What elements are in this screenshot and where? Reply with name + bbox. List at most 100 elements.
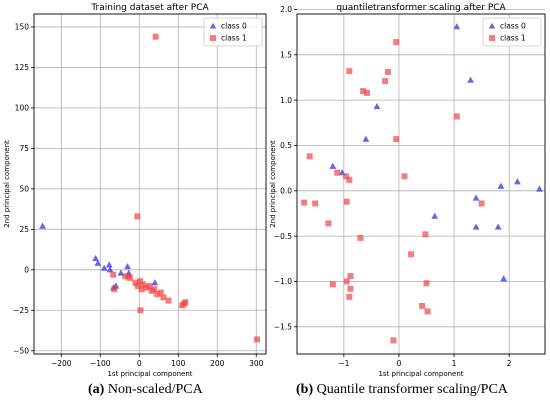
y-tick-label: −1.0 xyxy=(274,277,292,286)
y-axis-label: 2nd principal component xyxy=(269,140,277,228)
data-point-class1 xyxy=(151,286,158,293)
y-axis-label: 2nd principal component xyxy=(3,140,11,228)
data-point-class1 xyxy=(347,285,354,292)
data-point-class1 xyxy=(134,213,141,220)
data-point-class0 xyxy=(92,254,100,262)
chart-a: −200 −100 0 100 200 300 −50 −25 0 25 50 75 100 125 150… xyxy=(3,3,267,378)
legend-marker-class1 xyxy=(210,35,216,41)
y-tick-label: 0.0 xyxy=(280,187,292,196)
legend-label: class 0 xyxy=(221,22,247,31)
data-point-class1 xyxy=(393,136,400,143)
y-tick-label: 0.5 xyxy=(280,141,292,150)
data-point-class1 xyxy=(306,153,313,160)
data-point-class1 xyxy=(134,283,141,289)
data-point-class0 xyxy=(494,223,502,230)
data-point-class0 xyxy=(453,23,461,30)
x-tick-label: 0 xyxy=(137,359,142,368)
data-point-class1 xyxy=(422,231,429,238)
y-tick-label: −0.5 xyxy=(274,232,292,241)
data-point-class0 xyxy=(100,264,108,271)
data-point-class1 xyxy=(424,308,431,315)
data-point-class0 xyxy=(472,194,480,201)
data-point-class1 xyxy=(382,78,389,85)
data-point-class1 xyxy=(110,271,117,278)
y-tick-label: 100 xyxy=(15,104,30,113)
plot-frame xyxy=(33,13,267,355)
data-point-class0 xyxy=(124,262,131,270)
x-tick-label: 300 xyxy=(249,359,264,368)
data-point-class0 xyxy=(373,102,381,110)
legend-label: class 1 xyxy=(500,34,526,43)
data-point-class1 xyxy=(453,113,460,120)
data-point-class1 xyxy=(154,291,161,298)
data-point-class0 xyxy=(39,222,46,229)
data-point-class1 xyxy=(360,88,367,95)
data-point-class0 xyxy=(106,266,114,273)
y-tick-label: 150 xyxy=(15,23,30,32)
x-tick-label: 100 xyxy=(171,359,186,368)
x-tick-label: 200 xyxy=(210,359,225,368)
data-point-class0 xyxy=(514,178,521,185)
legend-marker-class0 xyxy=(209,22,217,29)
data-point-class1 xyxy=(346,68,353,75)
caption-a-text: Non-scaled/PCA xyxy=(107,382,203,397)
data-point-class1 xyxy=(126,274,133,281)
y-tick-label: 125 xyxy=(15,63,30,72)
data-point-class1 xyxy=(254,336,261,343)
data-point-class1 xyxy=(384,69,391,76)
legend-label: class 0 xyxy=(500,22,526,31)
chart-title: Training dataset after PCA xyxy=(90,3,209,13)
data-point-class0 xyxy=(362,135,370,142)
data-point-class1 xyxy=(423,280,430,287)
legend-box xyxy=(203,17,263,47)
data-point-class1 xyxy=(157,289,164,296)
data-point-class1 xyxy=(347,273,354,280)
y-tick-label: 1.5 xyxy=(280,51,292,60)
legend-box xyxy=(482,17,542,47)
data-point-class1 xyxy=(137,307,144,314)
chart-title: quantiletransformer scaling after PCA xyxy=(336,3,506,13)
y-tick-label: 25 xyxy=(19,225,29,234)
x-tick-label: −1 xyxy=(338,359,349,368)
data-point-class1 xyxy=(346,293,353,300)
data-point-class1 xyxy=(152,33,159,40)
data-point-class1 xyxy=(346,176,353,183)
data-point-class1 xyxy=(132,279,139,286)
data-point-class1 xyxy=(343,173,350,180)
y-tick-label: −50 xyxy=(13,346,29,355)
caption-a-tag: (a) xyxy=(88,382,105,397)
data-point-class1 xyxy=(408,251,415,258)
chart-b: −1 0 1 2 −1.5 −1.0 −0.5 0.0 0.5 1.0 1.5 2.0 quantile… xyxy=(269,3,546,378)
data-point-class0 xyxy=(431,212,439,219)
data-point-class1 xyxy=(390,337,397,344)
data-point-class0 xyxy=(536,185,543,192)
y-tick-label: −1.5 xyxy=(274,323,292,332)
data-point-class1 xyxy=(146,283,153,289)
data-point-class1 xyxy=(419,302,426,309)
data-point-class0 xyxy=(467,76,474,83)
data-point-class1 xyxy=(343,278,350,285)
data-point-class1 xyxy=(122,273,129,280)
legend-marker-class1 xyxy=(489,35,495,41)
data-point-class1 xyxy=(393,39,400,46)
legend-label: class 1 xyxy=(221,34,247,43)
data-point-class0 xyxy=(94,259,102,266)
caption-a: (a) Non-scaled/PCA xyxy=(88,382,203,398)
y-tick-label: 2.0 xyxy=(280,5,292,14)
data-point-class1 xyxy=(182,299,189,306)
data-point-class0 xyxy=(329,162,337,169)
data-point-class0 xyxy=(105,261,113,268)
data-point-class1 xyxy=(140,281,147,288)
data-point-class1 xyxy=(137,278,144,285)
data-point-class1 xyxy=(478,200,485,207)
data-point-class1 xyxy=(138,286,145,293)
x-tick-label: −100 xyxy=(90,359,111,368)
x-tick-label: 0 xyxy=(397,359,402,368)
data-point-class1 xyxy=(301,199,308,206)
y-tick-label: 1.0 xyxy=(280,96,292,105)
data-point-class1 xyxy=(363,89,370,96)
data-point-class0 xyxy=(151,279,159,286)
caption-b-tag: (b) xyxy=(296,382,314,397)
data-point-class0 xyxy=(497,182,505,189)
y-tick-label: 0 xyxy=(24,266,29,275)
